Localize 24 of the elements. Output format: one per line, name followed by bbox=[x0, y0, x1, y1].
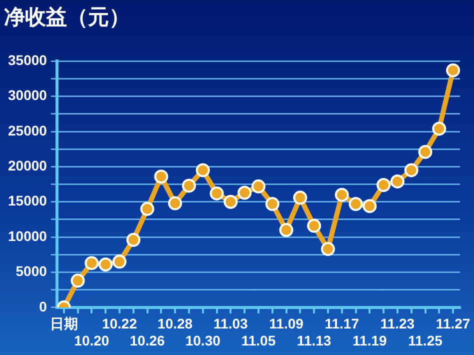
x-tick-label: 10.28 bbox=[158, 316, 193, 332]
y-tick-label: 25000 bbox=[8, 122, 48, 138]
y-tick-label: 30000 bbox=[8, 87, 48, 104]
x-tick-label: 10.22 bbox=[102, 316, 138, 332]
x-tick-label: 10.26 bbox=[130, 332, 165, 348]
x-tick-label: 10.20 bbox=[74, 332, 110, 348]
x-tick-label: 日期 bbox=[50, 316, 78, 332]
x-tick-label: 11.13 bbox=[296, 332, 332, 348]
x-tick-label: 11.05 bbox=[241, 332, 276, 348]
y-tick-label: 35000 bbox=[8, 52, 48, 68]
x-tick-label: 11.23 bbox=[380, 316, 415, 332]
x-tick-label: 11.03 bbox=[214, 316, 248, 332]
y-tick-label: 10000 bbox=[8, 228, 48, 244]
x-tick-label: 11.09 bbox=[269, 316, 304, 332]
y-tick-label: 15000 bbox=[8, 192, 48, 209]
chart-title: 净收益（元） bbox=[4, 5, 130, 30]
x-tick-label: 11.25 bbox=[408, 332, 443, 348]
y-tick-label: 5000 bbox=[16, 263, 48, 280]
y-tick-label: 0 bbox=[39, 298, 48, 314]
x-tick-label: 11.17 bbox=[324, 316, 360, 332]
y-tick-label: 20000 bbox=[8, 158, 48, 174]
x-tick-label: 11.27 bbox=[436, 316, 470, 332]
x-tick-label: 10.30 bbox=[185, 332, 221, 348]
x-tick-label: 11.19 bbox=[352, 332, 387, 348]
